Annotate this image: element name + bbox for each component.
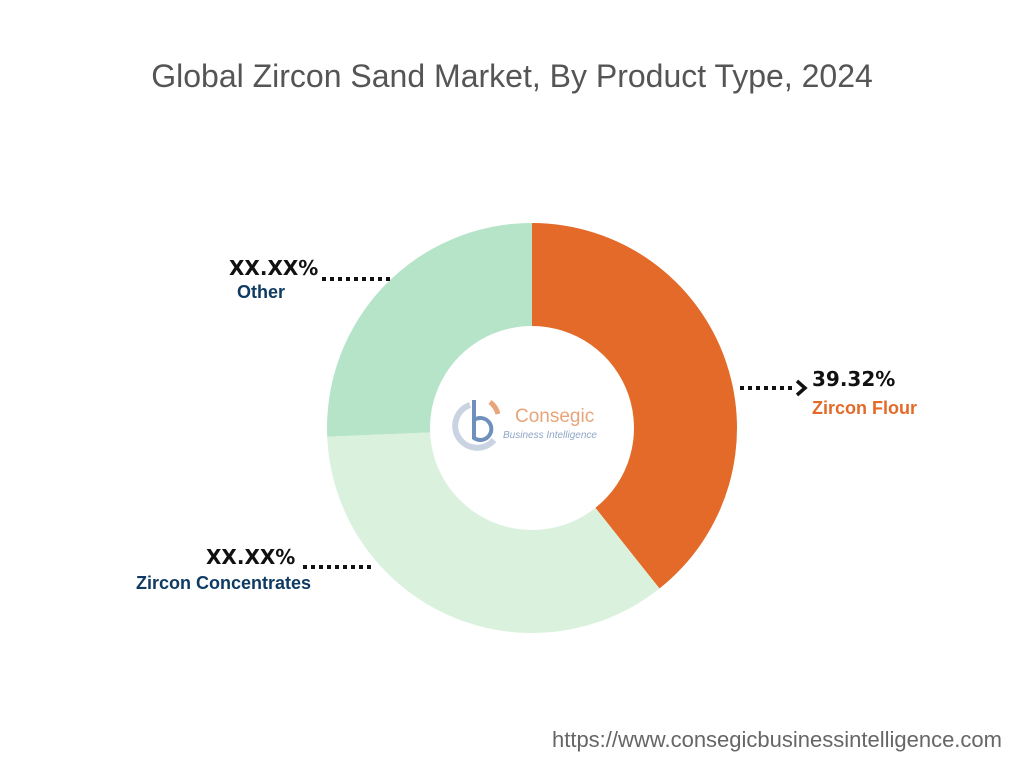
slice-value-other: XX.XX% [229,256,319,280]
slice-value-zircon-flour: 39.32% [812,367,896,391]
slice-name-zircon-concentrates: Zircon Concentrates [136,573,312,593]
logo-tagline: Business Intelligence [503,430,597,441]
logo-name: Consegic [515,406,595,427]
slice-name-other: Other [237,282,286,302]
chart-title: Global Zircon Sand Market, By Product Ty… [151,58,873,94]
slice-name-zircon-flour: Zircon Flour [812,398,917,418]
slice-other [326,223,532,437]
slice-zircon-concentrates [327,432,660,633]
slice-zircon-flour [532,223,737,589]
leader-arrow-zircon-flour [795,379,808,397]
source-url[interactable]: https://www.consegicbusinessintelligence… [551,727,1002,752]
slice-value-zircon-concentrates: XX.XX% [206,545,296,569]
consegic-logo-icon [452,400,501,451]
